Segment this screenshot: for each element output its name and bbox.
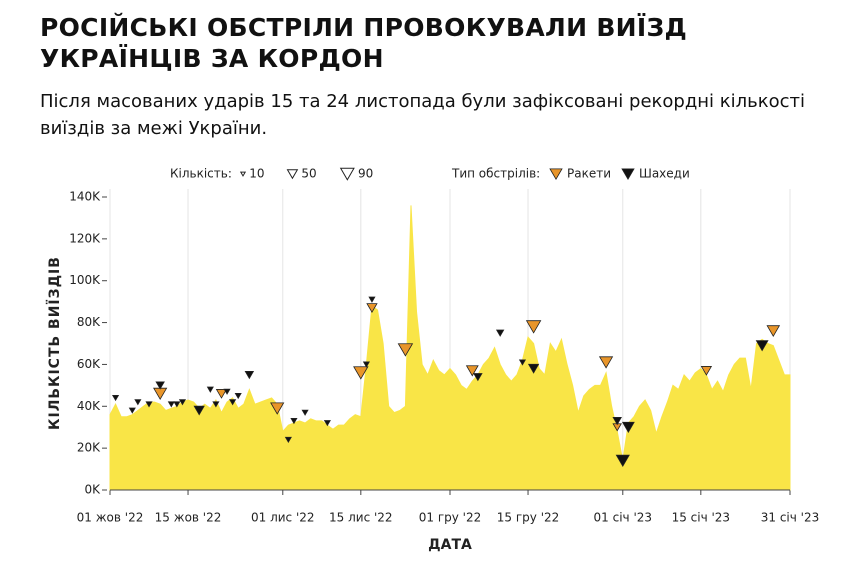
size-legend-label: 50 [301,167,316,181]
marker [755,340,769,352]
marker [229,399,237,406]
marker [134,399,142,406]
x-tick-label: 01 гру '22 [419,511,482,525]
marker [495,329,505,337]
marker [615,454,630,468]
size-legend-label: 10 [249,167,264,181]
legend-marker [549,168,563,180]
marker [518,359,527,366]
marker [167,401,175,408]
area [109,205,791,491]
size-legend-label: 90 [358,167,373,181]
marker [766,325,781,337]
size-legend-marker [286,169,299,180]
x-tick-label: 15 гру '22 [497,511,560,525]
marker [206,386,214,393]
x-tick-label: 15 лис '22 [329,511,393,525]
y-tick-label: 100K [69,273,101,287]
size-legend-title: Кількість: [170,167,232,181]
title: РОСІЙСЬКІ ОБСТРІЛИ ПРОВОКУВАЛИ ВИЇЗД УКР… [40,13,688,73]
marker [212,401,220,408]
x-axis-label: ДАТА [428,537,472,553]
legend-label: Ракети [567,167,611,181]
marker [270,402,285,415]
y-tick-label: 140K [69,190,101,204]
marker [284,436,292,444]
marker [173,401,181,408]
marker [128,407,136,414]
marker [353,366,369,380]
y-tick-label: 80K [77,315,101,329]
legend-label: Шахеди [639,167,690,181]
marker [290,418,298,425]
legend-marker [621,168,635,180]
marker [465,365,479,377]
x-tick-label: 01 січ '23 [594,511,653,525]
marker [112,395,120,402]
marker [244,370,255,380]
marker [153,387,168,401]
x-tick-label: 01 жов '22 [77,511,144,525]
x-tick-label: 15 січ '23 [672,511,731,525]
marker [301,409,309,416]
x-tick-label: 15 жов '22 [155,511,222,525]
x-tick-label: 01 лис '22 [251,511,315,525]
marker [145,401,153,408]
marker [215,389,228,399]
subtitle: Після масованих ударів 15 та 24 листопад… [40,91,806,139]
marker [323,420,331,427]
size-legend-marker [339,167,355,181]
marker [621,421,635,433]
marker [525,320,542,334]
marker [223,388,231,395]
y-tick-label: 0K [84,483,101,497]
marker [193,405,205,416]
marker [368,296,376,303]
marker [700,366,713,376]
x-tick-label: 31 січ '23 [761,511,820,525]
marker [612,417,622,426]
marker [473,373,483,382]
type-legend-title: Тип обстрілів: [451,167,540,181]
marker [178,399,187,406]
marker [366,303,378,314]
marker [155,381,165,390]
size-legend-marker [239,171,247,177]
marker [397,343,414,357]
marker [362,361,370,368]
marker [527,363,540,374]
marker [234,392,242,400]
y-tick-label: 40K [77,399,101,413]
y-tick-label: 20K [77,441,101,455]
y-tick-label: 120K [69,231,101,245]
marker [598,356,614,369]
y-tick-label: 60K [77,357,101,371]
y-axis-label: КІЛЬКІСТЬ ВИЇЗДІВ [46,256,63,430]
